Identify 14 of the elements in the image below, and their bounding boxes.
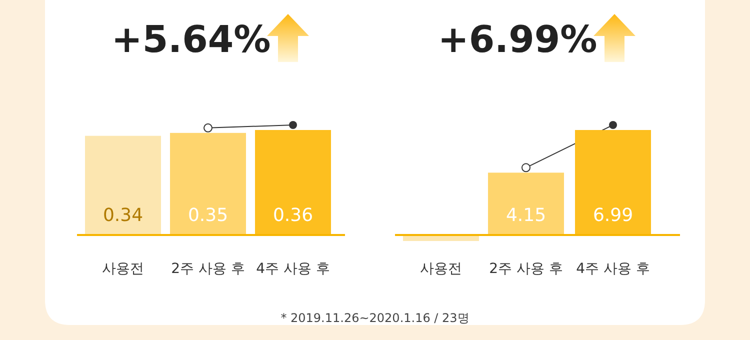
x-tick-label: 4주 사용 후 xyxy=(576,261,650,277)
data-label: 0.35 xyxy=(188,205,228,226)
x-tick-label: 4주 사용 후 xyxy=(256,261,330,277)
chart-title: +5.64% xyxy=(111,18,271,61)
data-label: 0.34 xyxy=(102,205,144,226)
text: * 2019.11.26~2020.1.16 / 23명 xyxy=(280,311,470,325)
x-tick-label: 2주 사용 후 xyxy=(489,261,563,277)
data-label: 0.36 xyxy=(272,205,314,226)
data-label: 4.15 xyxy=(506,205,546,226)
chart-title: +6.99% xyxy=(438,18,598,61)
data-label: 6.99 xyxy=(592,205,634,226)
x-tick-label: 사용전 xyxy=(102,261,144,277)
x-tick-label: 사용전 xyxy=(420,261,462,277)
x-tick-label: 2주 사용 후 xyxy=(171,261,245,277)
